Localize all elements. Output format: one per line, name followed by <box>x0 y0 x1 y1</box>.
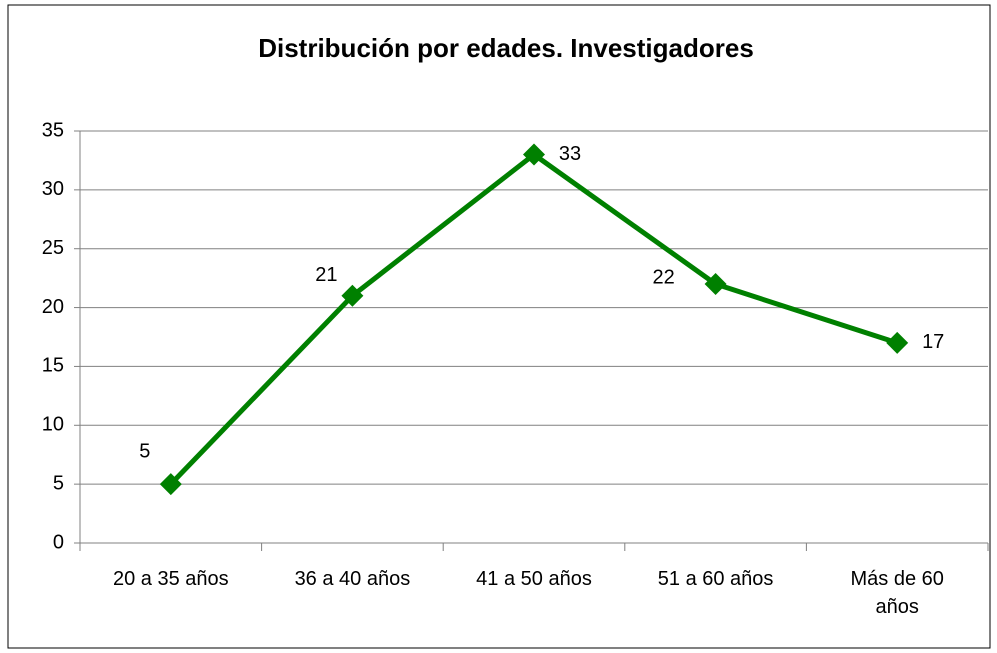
data-label: 21 <box>315 264 337 286</box>
chart-border <box>7 4 991 649</box>
data-point <box>341 284 364 307</box>
x-tick-label: Más de 60 años <box>850 568 944 618</box>
y-tick-label: 35 <box>42 119 64 141</box>
data-point <box>886 331 909 354</box>
x-tick-label: 51 a 60 años <box>657 568 774 590</box>
data-label: 33 <box>559 143 581 165</box>
y-tick-label: 20 <box>42 296 64 318</box>
data-label: 5 <box>139 440 150 462</box>
data-point <box>704 273 727 296</box>
y-tick-label: 5 <box>53 472 64 494</box>
data-label: 22 <box>652 266 674 288</box>
x-tick-label: 36 a 40 años <box>294 568 411 590</box>
x-tick-label: 41 a 50 años <box>476 568 592 590</box>
x-tick-label: 20 a 35 años <box>112 568 229 590</box>
y-tick-label: 25 <box>42 237 64 259</box>
y-tick-label: 30 <box>42 178 64 200</box>
y-tick-label: 0 <box>53 531 64 553</box>
chart-title: Distribución por edades. Investigadores <box>258 33 754 63</box>
data-point <box>159 473 182 496</box>
data-label: 17 <box>922 331 944 353</box>
y-tick-label: 15 <box>42 355 64 377</box>
y-tick-label: 10 <box>42 414 64 436</box>
data-point <box>523 143 545 166</box>
